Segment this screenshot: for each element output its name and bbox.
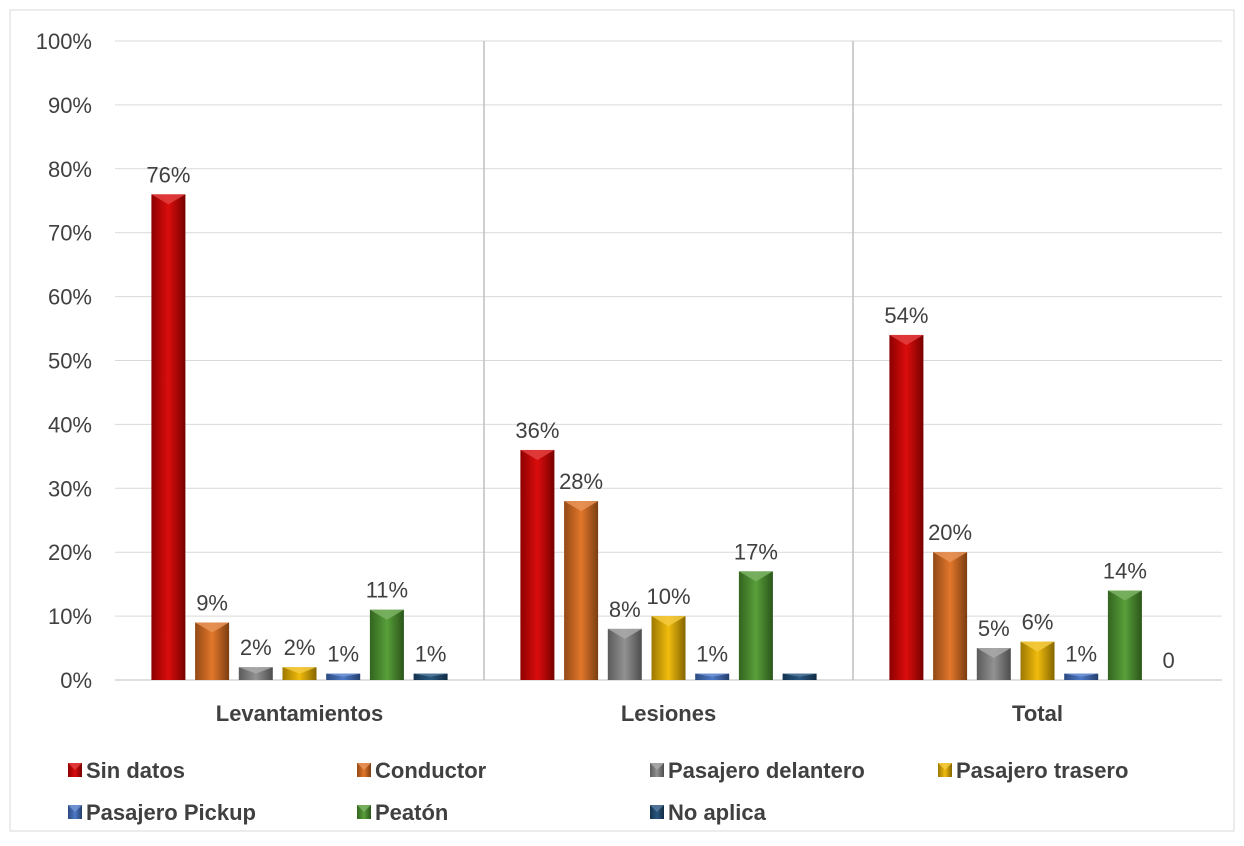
legend-swatch-bevel <box>68 763 82 770</box>
y-tick-label: 0% <box>60 668 92 693</box>
bar <box>151 194 186 681</box>
y-tick-label: 90% <box>48 93 92 118</box>
bar <box>520 449 555 680</box>
y-tick-label: 70% <box>48 221 92 246</box>
y-tick-label: 40% <box>48 412 92 437</box>
category-label: Total <box>1012 701 1063 726</box>
y-tick-label: 10% <box>48 604 92 629</box>
y-tick-label: 30% <box>48 476 92 501</box>
legend-swatch-bevel <box>650 805 664 812</box>
legend-item: Sin datos <box>68 758 185 783</box>
data-label: 8% <box>609 597 641 622</box>
legend-item: No aplica <box>650 800 767 825</box>
data-label: 1% <box>415 642 447 667</box>
bar <box>369 609 404 680</box>
data-label: 54% <box>884 303 928 328</box>
y-tick-label: 100% <box>36 29 92 54</box>
bar-bevel <box>413 673 448 677</box>
legend-label: Pasajero Pickup <box>86 800 256 825</box>
bar-bevel <box>738 571 773 582</box>
legend-swatch-bevel <box>357 805 371 812</box>
data-label: 0 <box>1162 648 1174 673</box>
data-label: 1% <box>327 642 359 667</box>
legend-item: Pasajero trasero <box>938 758 1128 783</box>
data-label: 36% <box>515 418 559 443</box>
bar-bevel <box>933 552 968 563</box>
legend-swatch-bevel <box>68 805 82 812</box>
category-label: Levantamientos <box>216 701 384 726</box>
bar-bevel <box>326 673 361 677</box>
data-label: 14% <box>1103 559 1147 584</box>
legend-swatch-bevel <box>650 763 664 770</box>
data-label: 20% <box>928 520 972 545</box>
data-label: 1% <box>1065 642 1097 667</box>
legend-label: Pasajero delantero <box>668 758 865 783</box>
data-label: 9% <box>196 590 228 615</box>
data-label: 17% <box>734 539 778 564</box>
chart-border <box>9 9 1235 832</box>
legend-label: Conductor <box>375 758 487 783</box>
data-label: 10% <box>646 584 690 609</box>
bar-bevel <box>369 609 404 620</box>
data-label: 76% <box>146 162 190 187</box>
bar-bevel <box>564 501 599 512</box>
bar-bevel <box>651 616 686 627</box>
data-label: 11% <box>366 578 408 603</box>
bar-bevel <box>976 648 1011 659</box>
bar-bevel <box>1020 641 1055 652</box>
bar-bevel <box>520 449 555 460</box>
bar-bevel <box>1107 590 1142 601</box>
bar-bevel <box>782 673 817 677</box>
bar-bevel <box>238 667 273 674</box>
y-tick-label: 50% <box>48 349 92 374</box>
y-tick-label: 20% <box>48 540 92 565</box>
data-label: 2% <box>284 635 316 660</box>
bar <box>564 501 599 680</box>
data-label: 2% <box>240 635 272 660</box>
y-tick-label: 60% <box>48 285 92 310</box>
legend-item: Conductor <box>357 758 487 783</box>
bar <box>933 552 968 680</box>
legend-swatch-bevel <box>357 763 371 770</box>
bar-bevel <box>695 673 730 677</box>
data-label: 28% <box>559 469 603 494</box>
y-tick-label: 80% <box>48 157 92 182</box>
category-label: Lesiones <box>621 701 716 726</box>
data-label: 5% <box>978 616 1010 641</box>
legend-item: Pasajero delantero <box>650 758 865 783</box>
data-label: 6% <box>1022 610 1054 635</box>
legend-label: No aplica <box>668 800 767 825</box>
bar-bevel <box>889 334 924 345</box>
bar <box>738 571 773 680</box>
legend-label: Peatón <box>375 800 448 825</box>
legend-item: Pasajero Pickup <box>68 800 256 825</box>
legend-label: Pasajero trasero <box>956 758 1128 783</box>
bar-bevel <box>195 622 230 633</box>
legend-item: Peatón <box>357 800 448 825</box>
bar <box>1107 590 1142 680</box>
bar-bevel <box>1064 673 1099 677</box>
legend-swatch-bevel <box>938 763 952 770</box>
bar-bevel <box>151 194 186 205</box>
bar <box>651 616 686 680</box>
legend-label: Sin datos <box>86 758 185 783</box>
bar-bevel <box>282 667 317 674</box>
bar <box>889 334 924 680</box>
bar-bevel <box>607 628 642 639</box>
data-label: 1% <box>696 642 728 667</box>
